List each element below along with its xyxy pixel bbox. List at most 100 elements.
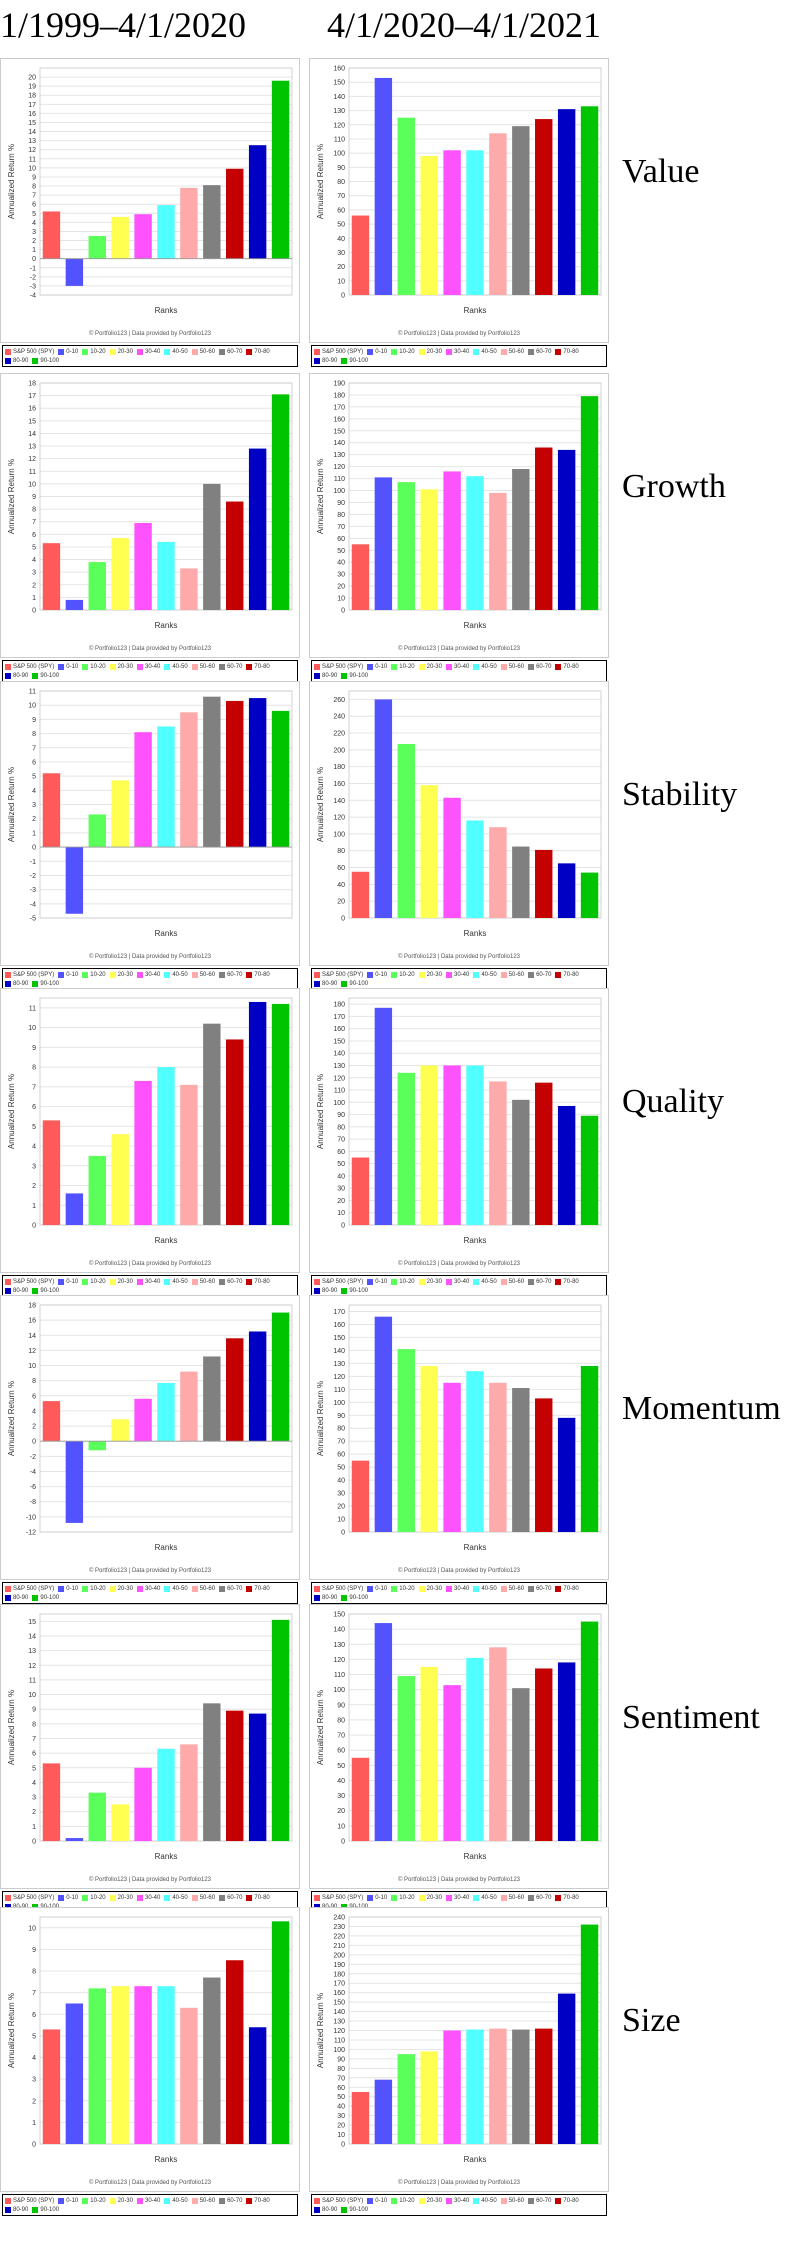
bar-chart-svg: 0 20 40 60 80 100 120 140 160 180 200 220 240 260 Annu… bbox=[309, 681, 609, 966]
legend-swatch bbox=[418, 1894, 425, 1901]
legend-swatch bbox=[555, 2197, 562, 2204]
bar-chart-svg: 0 10 20 30 40 50 60 70 80 90 100 110 120 130 140 150 160… bbox=[309, 58, 609, 343]
legend-swatch bbox=[418, 1585, 425, 1592]
y-tick-label: 90 bbox=[337, 1112, 345, 1119]
legend-swatch bbox=[5, 1287, 11, 1294]
legend-label: 40-50 bbox=[172, 663, 188, 670]
legend-swatch bbox=[164, 971, 171, 978]
y-tick-label: 120 bbox=[333, 2028, 345, 2035]
bar-20-30 bbox=[420, 2051, 438, 2144]
y-tick-label: 70 bbox=[337, 193, 345, 200]
bar-80-90 bbox=[248, 145, 267, 259]
legend-label: 70-80 bbox=[563, 2197, 579, 2204]
legend-label: 30-40 bbox=[453, 1894, 470, 1901]
legend-item: 40-50 bbox=[473, 663, 497, 670]
bar-50-60 bbox=[180, 568, 198, 610]
legend-item: 20-30 bbox=[418, 1278, 442, 1285]
legend-label: 80-90 bbox=[13, 672, 29, 679]
legend-item: 20-30 bbox=[418, 971, 442, 978]
legend-label: 40-50 bbox=[481, 971, 497, 978]
y-tick-label: 10 bbox=[337, 278, 345, 285]
legend-label: 20-30 bbox=[426, 2197, 442, 2204]
bar-0-10 bbox=[374, 1007, 393, 1225]
legend-label: 20-30 bbox=[117, 348, 133, 355]
legend-label: 80-90 bbox=[322, 672, 338, 679]
y-tick-label: 14 bbox=[28, 129, 36, 136]
legend-item: 10-20 bbox=[82, 1278, 106, 1285]
legend-label: 50-60 bbox=[199, 1894, 216, 1901]
legend-item: 20-30 bbox=[109, 663, 133, 670]
legend-label: 60-70 bbox=[227, 1894, 243, 1901]
legend-swatch bbox=[528, 1585, 535, 1592]
bar-10-20 bbox=[397, 1072, 415, 1225]
bar-s-p-500-spy bbox=[42, 1120, 61, 1225]
legend-swatch bbox=[367, 1894, 374, 1901]
bar-20-30 bbox=[420, 155, 438, 295]
bar-90-100 bbox=[580, 1115, 599, 1225]
legend-label: 70-80 bbox=[563, 1894, 579, 1901]
y-tick-label: 8 bbox=[32, 507, 36, 514]
legend-swatch bbox=[500, 1894, 507, 1901]
y-tick-label: 5 bbox=[32, 1124, 36, 1131]
legend-swatch bbox=[528, 971, 535, 978]
bar-0-10 bbox=[374, 77, 393, 296]
legend-item: 50-60 bbox=[191, 348, 216, 355]
bar-90-100 bbox=[271, 80, 290, 259]
bar-50-60 bbox=[180, 1744, 198, 1841]
y-tick-label: 240 bbox=[333, 714, 345, 721]
legend-swatch bbox=[5, 971, 11, 978]
bar-50-60 bbox=[180, 1371, 198, 1442]
legend-label: 40-50 bbox=[481, 348, 497, 355]
legend-label: 10-20 bbox=[399, 2197, 415, 2204]
legend-label: S&P 500 (SPY) bbox=[13, 1894, 55, 1901]
y-axis-label: Annualized Return % bbox=[316, 1993, 325, 2068]
plot-area-border bbox=[39, 690, 293, 919]
y-tick-label: -2 bbox=[30, 274, 36, 281]
legend-item: 80-90 bbox=[314, 672, 338, 679]
bar-70-80 bbox=[226, 1960, 244, 2144]
plot-area-border bbox=[39, 67, 293, 296]
bar-s-p-500-spy bbox=[351, 1157, 370, 1225]
legend-swatch bbox=[5, 1594, 11, 1601]
legend-label: 10-20 bbox=[90, 1585, 106, 1592]
legend-label: 0-10 bbox=[66, 2197, 79, 2204]
legend-label: 80-90 bbox=[13, 357, 29, 364]
y-tick-label: 20 bbox=[337, 1808, 345, 1815]
legend-label: 60-70 bbox=[536, 1894, 552, 1901]
legend-item: 80-90 bbox=[5, 357, 29, 364]
legend-item: 60-70 bbox=[528, 2197, 551, 2204]
legend-label: 20-30 bbox=[426, 1894, 442, 1901]
row-label-momentum: Momentum bbox=[622, 1390, 781, 1427]
bar-80-90 bbox=[557, 449, 576, 610]
chart-legend: S&P 500 (SPY) 0-10 10-20 20-30 30-40 40-50 50-… bbox=[2, 968, 298, 990]
data-credit: © Portfolio123 | Data provided by Portfo… bbox=[398, 645, 521, 652]
y-tick-label: 6 bbox=[32, 1104, 36, 1111]
legend-label: 10-20 bbox=[399, 348, 415, 355]
y-tick-label: 17 bbox=[28, 393, 36, 400]
y-tick-label: 100 bbox=[333, 488, 345, 495]
legend-item: 80-90 bbox=[5, 672, 29, 679]
legend-label: 10-20 bbox=[90, 1894, 106, 1901]
bar-60-70 bbox=[203, 1703, 221, 1841]
legend-swatch bbox=[58, 2197, 65, 2204]
legend-swatch bbox=[314, 1287, 320, 1294]
legend-label: 50-60 bbox=[199, 348, 216, 355]
legend-item: 50-60 bbox=[191, 971, 215, 978]
legend-swatch bbox=[5, 1903, 11, 1910]
bar-40-50 bbox=[157, 726, 175, 848]
legend-swatch bbox=[164, 348, 171, 355]
y-tick-label: 0 bbox=[341, 2142, 345, 2149]
legend-swatch bbox=[445, 1278, 452, 1285]
legend-label: 40-50 bbox=[172, 971, 188, 978]
legend-swatch bbox=[528, 663, 535, 670]
legend-label: 70-80 bbox=[563, 1585, 579, 1592]
legend-item: 10-20 bbox=[391, 1278, 415, 1285]
legend-label: 90-100 bbox=[349, 357, 369, 364]
bar-10-20 bbox=[88, 562, 106, 610]
y-tick-label: 140 bbox=[333, 1627, 345, 1634]
bar-90-100 bbox=[580, 872, 599, 918]
legend-item: S&P 500 (SPY) bbox=[314, 971, 363, 978]
y-tick-label: 3 bbox=[32, 570, 36, 577]
y-tick-label: 70 bbox=[337, 1733, 345, 1740]
y-tick-label: 3 bbox=[32, 2077, 36, 2084]
